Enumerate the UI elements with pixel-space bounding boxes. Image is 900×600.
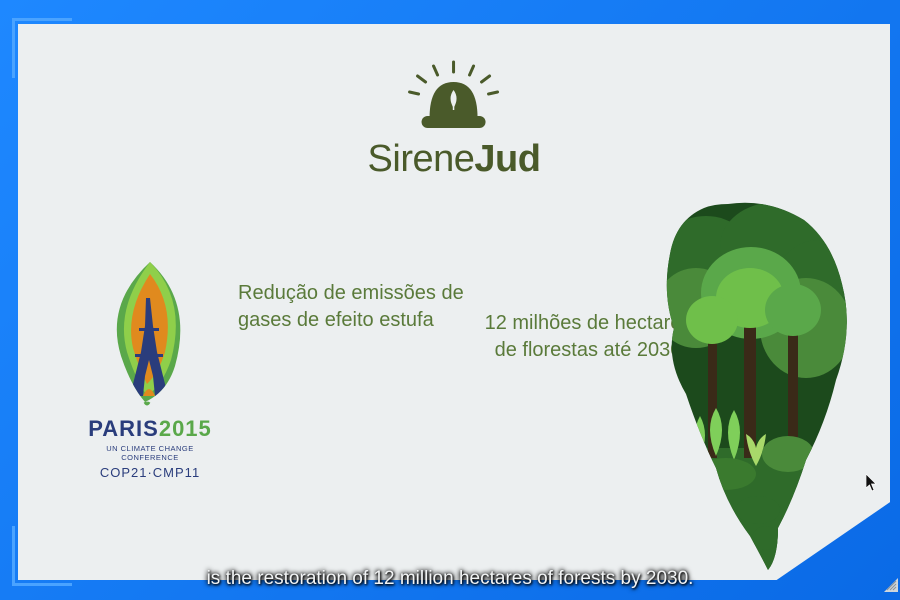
paris-year: 2015: [159, 416, 212, 441]
sirenejud-logo: SireneJud: [368, 60, 541, 181]
video-subtitle: is the restoration of 12 million hectare…: [207, 568, 694, 590]
frame-corner-bottom-left: [12, 526, 72, 586]
video-frame: SireneJud: [0, 0, 900, 600]
frame-corner-top-left: [12, 18, 72, 78]
siren-icon: [404, 60, 504, 132]
slide-panel: SireneJud: [18, 24, 890, 580]
mouse-cursor-icon: [866, 474, 878, 492]
emissions-reduction-text: Redução de emissões de gases de efeito e…: [238, 280, 478, 334]
paris-tagline: UN CLIMATE CHANGE CONFERENCE: [80, 444, 220, 462]
paris2015-logo: PARIS2015 UN CLIMATE CHANGE CONFERENCE C…: [80, 256, 220, 480]
sirene-text: Sirene: [368, 138, 475, 180]
sirenejud-wordmark: SireneJud: [368, 138, 541, 181]
jud-text: Jud: [474, 138, 540, 180]
paris-year-line: PARIS2015: [80, 416, 220, 442]
scroll-corner-icon: [884, 578, 898, 592]
paris-subline: COP21·CMP11: [80, 465, 220, 480]
paris-word: PARIS: [88, 416, 159, 441]
south-america-forest-icon: [656, 198, 856, 574]
paris-leaf-icon: [95, 256, 205, 406]
